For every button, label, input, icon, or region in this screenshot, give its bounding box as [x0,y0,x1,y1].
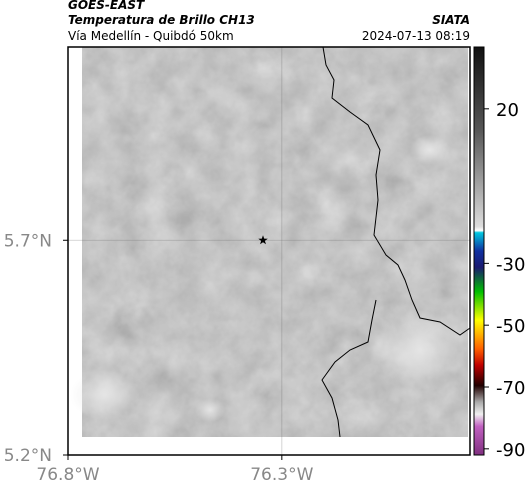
y-tick-label: 5.7°N [4,231,52,251]
org: SIATA [432,13,470,27]
satellite-image [70,47,468,437]
colorbar [473,46,485,456]
colorbar-tick-label: -50 [496,316,525,337]
title: Temperatura de Brillo CH13 [68,13,255,27]
colorbar-tick-label: -90 [496,440,525,461]
colorbar-tick-label: -70 [496,378,525,399]
colorbar-tick-label: 20 [496,100,519,121]
y-tick-label: 5.2°N [4,446,52,466]
x-tick-label: 76.3°W [250,465,313,485]
location-marker [258,235,268,245]
x-tick-label: 76.8°W [36,465,99,485]
datetime: 2024-07-13 08:19 [362,29,470,43]
boundary [321,46,471,438]
subtitle: Vía Medellín - Quibdó 50km [68,29,234,43]
source: GOES-EAST [68,0,145,12]
map-frame [67,46,471,456]
colorbar-tick-label: -30 [496,254,525,275]
